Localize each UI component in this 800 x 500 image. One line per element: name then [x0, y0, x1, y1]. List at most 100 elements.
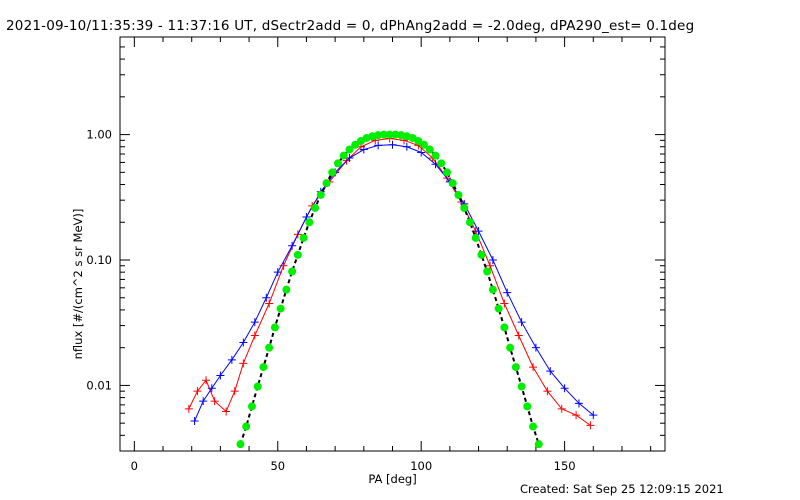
series-0-point — [500, 299, 509, 308]
y-tick-label: 0.01 — [86, 378, 112, 392]
series-2-point — [477, 250, 486, 259]
series-2-point — [276, 304, 285, 313]
series-1-point — [239, 338, 248, 347]
series-2-point — [282, 285, 291, 294]
series-2-point — [322, 179, 331, 188]
series-0-point — [265, 299, 274, 308]
series-2-point — [534, 440, 543, 449]
series-2-point — [293, 250, 302, 259]
series-1-point — [250, 318, 259, 327]
series-1-point — [474, 227, 483, 236]
series-2-point — [437, 159, 446, 168]
series-2-point — [351, 140, 360, 149]
series-2-point — [500, 323, 509, 332]
x-tick-label: 50 — [270, 459, 285, 473]
series-2-point — [511, 363, 520, 372]
series-0-point — [586, 421, 595, 430]
series-2-point — [506, 343, 515, 352]
series-1-point — [517, 318, 526, 327]
series-1-line — [194, 144, 594, 422]
series-2-point — [299, 233, 308, 242]
series-0-point — [486, 261, 495, 270]
series-2-point — [431, 151, 440, 160]
series-2-point — [253, 382, 262, 391]
series-2-point — [328, 168, 337, 177]
series-1-point — [262, 293, 271, 302]
series-0-point — [514, 331, 523, 340]
series-2-point — [288, 267, 297, 276]
series-1-point — [216, 371, 225, 380]
series-2-point — [517, 382, 526, 391]
series-2-point — [334, 159, 342, 168]
series-2-point — [385, 130, 394, 139]
y-tick-label: 1.00 — [86, 128, 112, 142]
x-axis-label: PA [deg] — [368, 472, 416, 486]
series-0-point — [529, 363, 538, 372]
series-1-point — [560, 384, 569, 393]
series-2-point — [305, 218, 314, 227]
series-1-point — [288, 241, 297, 250]
series-2-point — [311, 203, 320, 212]
series-0-point — [572, 411, 581, 420]
series-2-point — [414, 136, 423, 145]
series-2-point — [443, 168, 451, 177]
series-1-point — [227, 355, 236, 364]
y-tick-label: 0.10 — [86, 253, 112, 267]
series-2-point — [339, 151, 348, 160]
series-2-point — [270, 323, 279, 332]
x-tick-label: 0 — [131, 459, 138, 473]
series-2-point — [379, 130, 388, 139]
series-2-point — [460, 203, 469, 212]
series-2-point — [259, 363, 268, 372]
series-2-point — [454, 190, 463, 199]
series-0-point — [250, 331, 259, 340]
series-2-point — [374, 131, 383, 140]
created-timestamp: Created: Sat Sep 25 12:09:15 2021 — [520, 482, 724, 496]
y-axis-label: nflux [#/(cm^2 s sr MeV)] — [71, 209, 85, 360]
series-2-point — [236, 440, 245, 449]
series-1-point — [531, 343, 540, 352]
series-2-point — [242, 422, 251, 431]
series-1-point — [190, 417, 199, 426]
series-0-point — [557, 404, 566, 413]
series-2-point — [448, 179, 457, 188]
series-0-point — [222, 407, 231, 416]
series-2-point — [523, 402, 532, 411]
series-2-point — [529, 422, 538, 431]
series-1-point — [417, 148, 426, 157]
series-1-point — [273, 268, 282, 277]
series-2-point — [420, 140, 429, 149]
series-0-point — [193, 387, 202, 396]
series-0-point — [239, 359, 248, 368]
x-tick-label: 150 — [554, 459, 576, 473]
series-1-point — [589, 411, 598, 420]
series-0-point — [230, 387, 239, 396]
x-tick-label: 100 — [410, 459, 432, 473]
series-2-point — [494, 304, 503, 313]
series-0-point — [210, 397, 219, 406]
series-2-point — [265, 343, 274, 352]
series-2-point — [465, 218, 474, 227]
series-1-point — [199, 397, 208, 406]
series-1-point — [359, 145, 368, 154]
series-2-point — [425, 145, 434, 154]
series-1-point — [374, 141, 383, 150]
series-0-point — [202, 376, 211, 385]
series-0-point — [184, 404, 193, 413]
series-2-point — [488, 285, 497, 294]
series-2-point — [391, 130, 400, 139]
series-0-line — [188, 138, 591, 426]
series-1-point — [546, 367, 555, 376]
series-2-point — [247, 402, 256, 411]
series-1-point — [503, 288, 512, 297]
series-1-point — [488, 256, 497, 265]
series-1-point — [207, 384, 216, 393]
series-1-point — [402, 142, 411, 151]
series-2-point — [316, 190, 325, 199]
plot-frame — [119, 36, 666, 452]
series-0-point — [543, 387, 552, 396]
chart-title: 2021-09-10/11:35:39 - 11:37:16 UT, dSect… — [6, 18, 695, 34]
series-2-point — [471, 233, 480, 242]
series-2-point — [345, 145, 354, 154]
